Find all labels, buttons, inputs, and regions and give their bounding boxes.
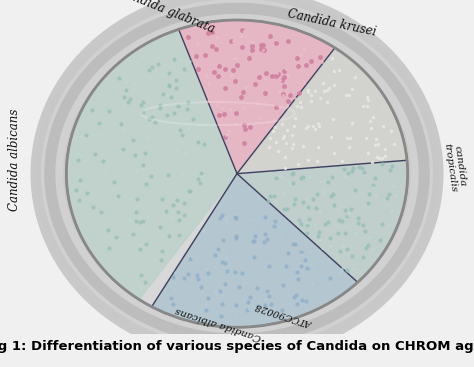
Polygon shape (179, 20, 335, 174)
Ellipse shape (66, 20, 408, 327)
Text: Candida albicans: Candida albicans (8, 109, 21, 211)
Text: Fig 1: Differentiation of various species of Candida on CHROM agar: Fig 1: Differentiation of various specie… (0, 340, 474, 353)
Text: Candida glabrata: Candida glabrata (116, 0, 216, 35)
Polygon shape (237, 160, 408, 282)
Text: candida
tropicalis: candida tropicalis (442, 141, 468, 193)
Text: Candida albicans: Candida albicans (174, 306, 262, 342)
Text: ATCC90028: ATCC90028 (255, 301, 314, 327)
Polygon shape (66, 29, 237, 299)
Polygon shape (237, 48, 407, 174)
Text: Candida krusei: Candida krusei (286, 8, 377, 39)
Polygon shape (152, 174, 358, 327)
